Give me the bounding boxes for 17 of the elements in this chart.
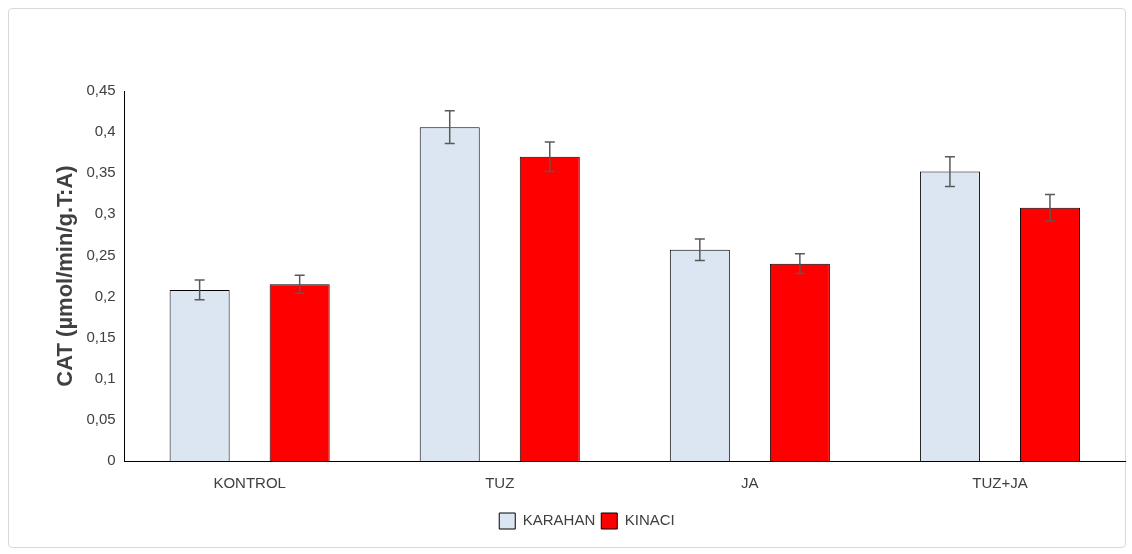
y-tick-label: 0,2 <box>94 286 116 304</box>
y-axis-title: CAT (µmol/min/g.T:A) <box>52 165 78 387</box>
x-tick-label: JA <box>741 474 759 492</box>
y-tick-label: 0,3 <box>94 204 116 222</box>
y-tick-label: 0,25 <box>86 245 116 263</box>
y-tick-label: 0,1 <box>94 368 116 386</box>
x-tick-label: TUZ+JA <box>972 474 1028 492</box>
y-tick-label: 0,05 <box>86 410 116 428</box>
y-tick-label: 0,35 <box>86 163 116 181</box>
x-tick-label: KONTROL <box>213 474 286 492</box>
legend-label: KARAHAN <box>522 511 596 529</box>
y-tick-label: 0,15 <box>86 327 116 345</box>
x-tick-label: TUZ <box>485 474 515 492</box>
y-tick-label: 0,4 <box>94 122 116 140</box>
legend-label: KINACI <box>624 511 675 529</box>
y-tick-label: 0,45 <box>86 81 116 99</box>
y-tick-label: 0 <box>107 451 116 469</box>
